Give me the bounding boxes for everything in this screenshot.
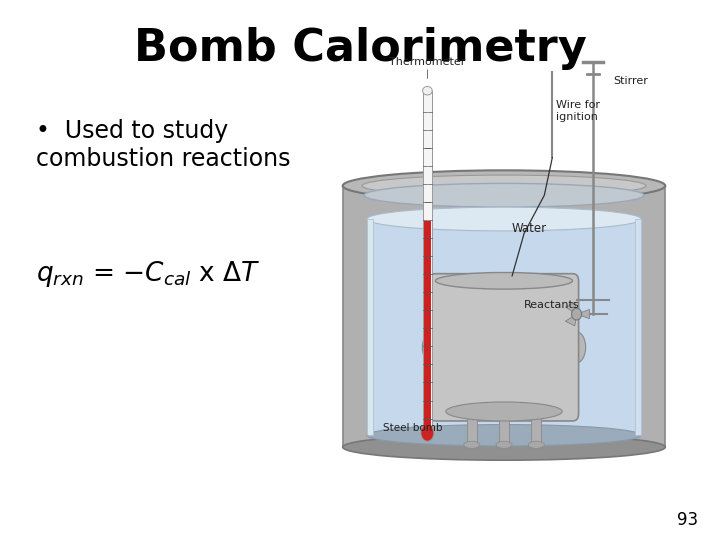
Bar	[467, 411, 477, 445]
Ellipse shape	[464, 441, 480, 448]
Text: Reactants: Reactants	[524, 300, 580, 309]
Ellipse shape	[528, 441, 544, 448]
Bar	[424, 221, 431, 433]
Text: Steel bomb: Steel bomb	[383, 423, 443, 434]
Ellipse shape	[436, 273, 572, 289]
Ellipse shape	[367, 207, 641, 231]
Ellipse shape	[343, 434, 665, 460]
Ellipse shape	[567, 332, 585, 363]
Ellipse shape	[362, 175, 646, 197]
Polygon shape	[343, 186, 665, 447]
Text: Wire for
ignition: Wire for ignition	[557, 100, 600, 122]
Ellipse shape	[496, 441, 512, 448]
Polygon shape	[367, 219, 373, 435]
Bar	[499, 411, 509, 445]
Ellipse shape	[364, 184, 644, 207]
Text: 93: 93	[678, 511, 698, 529]
Ellipse shape	[367, 424, 641, 446]
Polygon shape	[367, 219, 641, 435]
Bar	[423, 91, 432, 433]
Ellipse shape	[423, 332, 441, 363]
Polygon shape	[565, 314, 577, 326]
Ellipse shape	[446, 402, 562, 421]
Bar	[531, 411, 541, 445]
Polygon shape	[635, 219, 641, 435]
Text: $q_{rxn}$ = $-C_{cal}$ x $\Delta T$: $q_{rxn}$ = $-C_{cal}$ x $\Delta T$	[36, 259, 261, 289]
FancyBboxPatch shape	[429, 274, 579, 421]
Text: Stirrer: Stirrer	[613, 76, 648, 86]
Text: Water: Water	[512, 222, 547, 235]
Ellipse shape	[421, 424, 434, 441]
Text: Thermometer: Thermometer	[390, 57, 466, 67]
Text: Bomb Calorimetry: Bomb Calorimetry	[134, 27, 586, 70]
Ellipse shape	[572, 308, 582, 320]
Ellipse shape	[343, 170, 665, 201]
Text: •  Used to study
combustion reactions: • Used to study combustion reactions	[36, 119, 290, 171]
Polygon shape	[577, 309, 590, 319]
Polygon shape	[565, 302, 577, 314]
Ellipse shape	[423, 86, 432, 95]
